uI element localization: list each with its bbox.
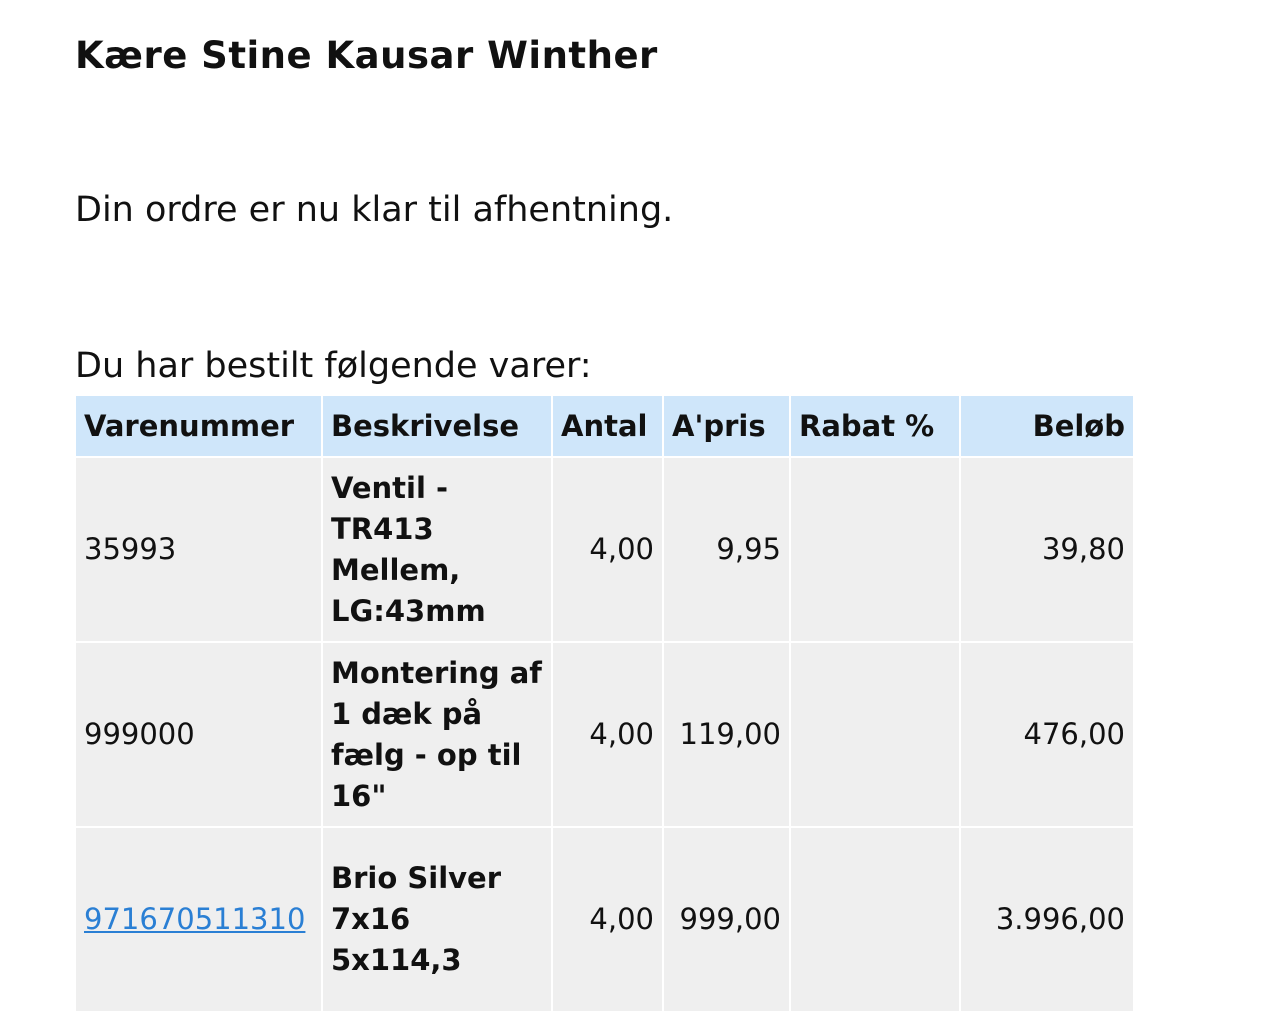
cell-varenummer: 35993 (76, 458, 321, 641)
order-ready-message: Din ordre er nu klar til afhentning. (75, 190, 674, 230)
table-header-row: Varenummer Beskrivelse Antal A'pris Raba… (76, 396, 1133, 456)
greeting-heading: Kære Stine Kausar Winther (75, 34, 658, 77)
header-varenummer: Varenummer (76, 396, 321, 456)
header-beskrivelse: Beskrivelse (323, 396, 551, 456)
header-apris: A'pris (664, 396, 789, 456)
cell-rabat (791, 828, 959, 1011)
cell-beskrivelse: Ventil - TR413 Mellem, LG:43mm (323, 458, 551, 641)
cell-rabat (791, 458, 959, 641)
table-row: 35993 Ventil - TR413 Mellem, LG:43mm 4,0… (76, 458, 1133, 641)
order-items-table: Varenummer Beskrivelse Antal A'pris Raba… (74, 394, 1135, 1013)
header-rabat: Rabat % (791, 396, 959, 456)
order-items-intro: Du har bestilt følgende varer: (75, 346, 592, 386)
header-antal: Antal (553, 396, 662, 456)
cell-apris: 9,95 (664, 458, 789, 641)
header-belob: Beløb (961, 396, 1133, 456)
cell-antal: 4,00 (553, 458, 662, 641)
cell-belob: 476,00 (961, 643, 1133, 826)
table-row: 999000 Montering af 1 dæk på fælg - op t… (76, 643, 1133, 826)
cell-varenummer: 999000 (76, 643, 321, 826)
cell-antal: 4,00 (553, 643, 662, 826)
cell-apris: 999,00 (664, 828, 789, 1011)
cell-rabat (791, 643, 959, 826)
cell-varenummer: 971670511310 (76, 828, 321, 1011)
cell-beskrivelse: Montering af 1 dæk på fælg - op til 16" (323, 643, 551, 826)
cell-belob: 3.996,00 (961, 828, 1133, 1011)
cell-belob: 39,80 (961, 458, 1133, 641)
cell-apris: 119,00 (664, 643, 789, 826)
cell-beskrivelse: Brio Silver 7x16 5x114,3 (323, 828, 551, 1011)
cell-antal: 4,00 (553, 828, 662, 1011)
table-row: 971670511310 Brio Silver 7x16 5x114,3 4,… (76, 828, 1133, 1011)
product-link[interactable]: 971670511310 (84, 902, 306, 936)
